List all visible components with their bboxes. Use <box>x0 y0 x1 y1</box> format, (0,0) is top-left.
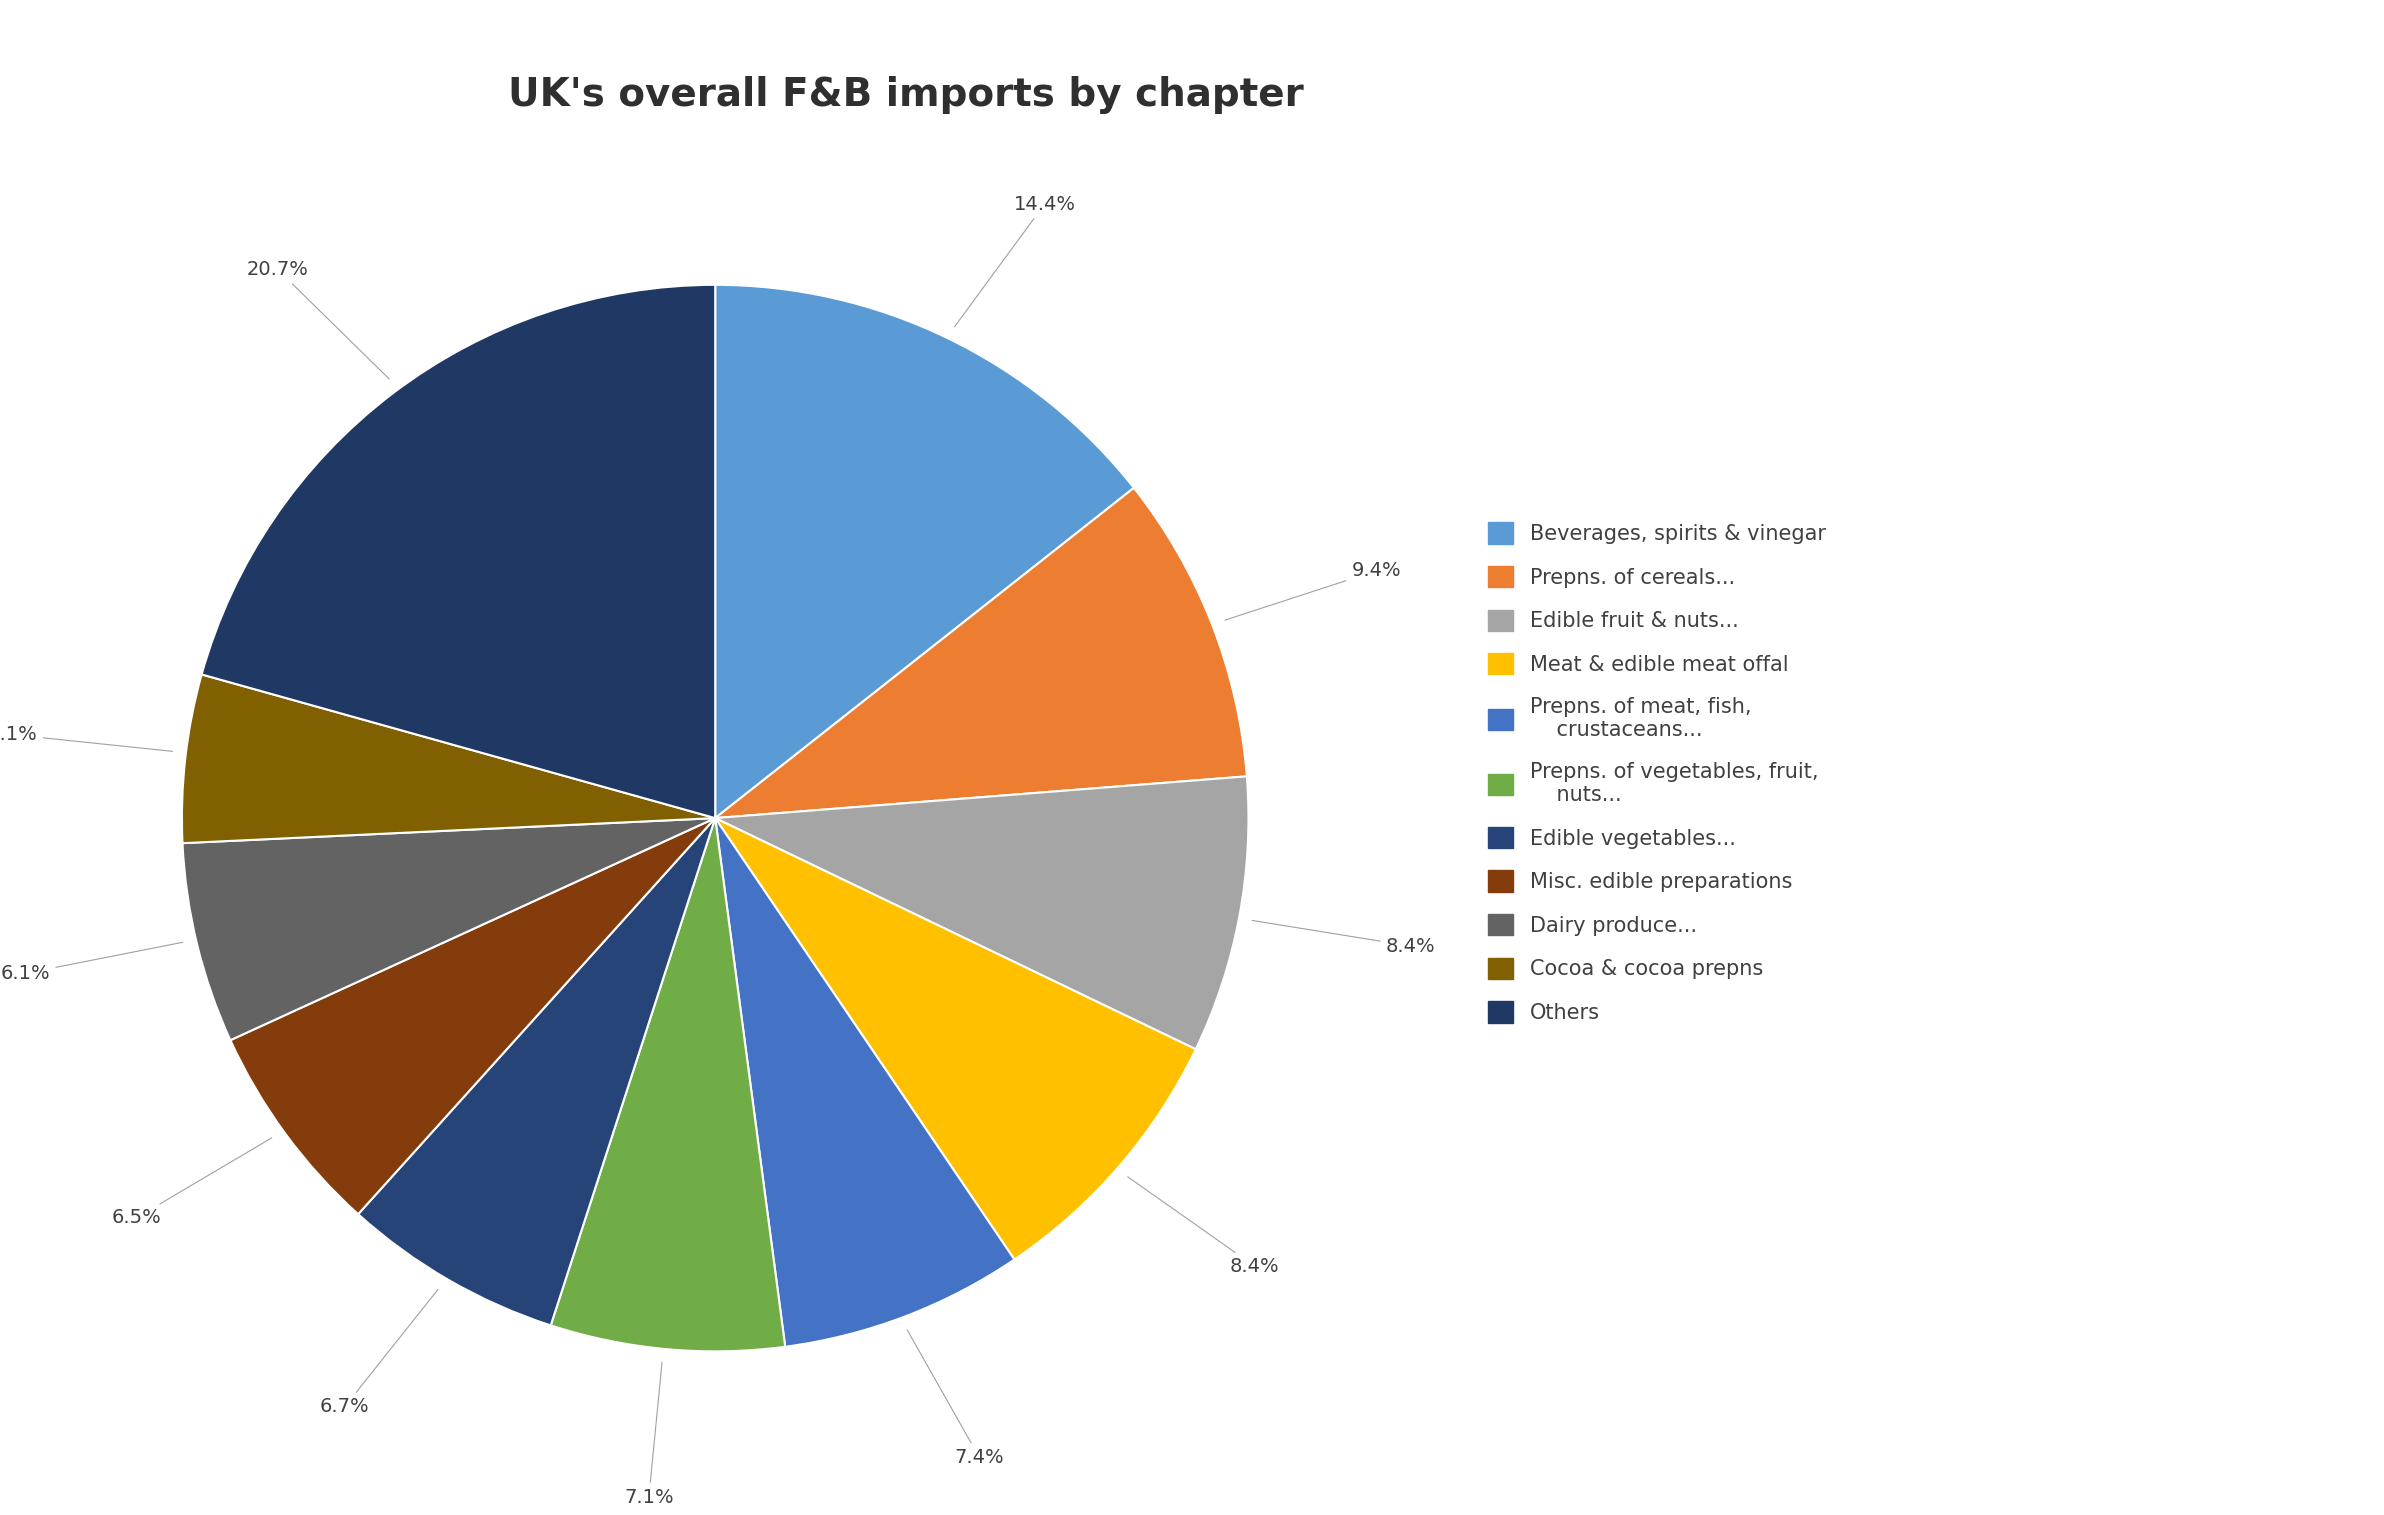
Text: 6.7%: 6.7% <box>319 1289 439 1417</box>
Text: 8.4%: 8.4% <box>1252 921 1435 956</box>
Text: 5.1%: 5.1% <box>0 726 172 751</box>
Wedge shape <box>551 818 784 1351</box>
Text: 7.1%: 7.1% <box>625 1362 675 1507</box>
Text: 7.4%: 7.4% <box>908 1330 1004 1467</box>
Wedge shape <box>231 818 715 1214</box>
Wedge shape <box>715 818 1197 1259</box>
Wedge shape <box>181 674 715 844</box>
Text: 9.4%: 9.4% <box>1225 562 1402 620</box>
Text: 6.1%: 6.1% <box>0 942 184 983</box>
Wedge shape <box>715 285 1135 818</box>
Text: 14.4%: 14.4% <box>954 194 1075 327</box>
Text: 6.5%: 6.5% <box>112 1138 272 1227</box>
Wedge shape <box>184 818 715 1041</box>
Text: UK's overall F&B imports by chapter: UK's overall F&B imports by chapter <box>508 76 1304 114</box>
Wedge shape <box>203 285 715 818</box>
Wedge shape <box>715 818 1016 1347</box>
Wedge shape <box>715 776 1249 1050</box>
Text: 8.4%: 8.4% <box>1128 1177 1280 1276</box>
Text: 20.7%: 20.7% <box>248 261 389 379</box>
Legend: Beverages, spirits & vinegar, Prepns. of cereals..., Edible fruit & nuts..., Mea: Beverages, spirits & vinegar, Prepns. of… <box>1488 523 1826 1023</box>
Wedge shape <box>358 818 715 1326</box>
Wedge shape <box>715 488 1247 818</box>
